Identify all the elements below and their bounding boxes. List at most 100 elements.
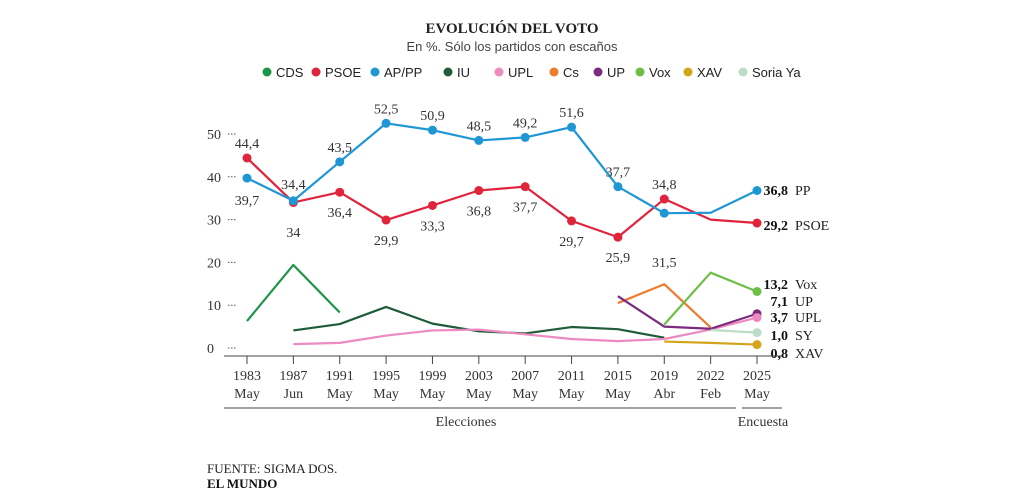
end-value-upl: 3,7 — [771, 311, 789, 326]
series-line-up — [617, 295, 758, 330]
point-psoe — [659, 194, 669, 204]
legend-marker-cds — [262, 67, 272, 77]
x-tick-year: 1995 — [372, 369, 400, 384]
legend-label-soria-ya: Soria Ya — [752, 65, 801, 80]
x-tick-year: 2019 — [650, 369, 678, 384]
x-tick-month: May — [420, 387, 446, 402]
point-ap-pp — [659, 208, 669, 218]
y-tick-label: 40 — [207, 171, 221, 186]
series-markers — [242, 118, 762, 350]
y-tick-label: 50 — [207, 128, 221, 143]
value-label-psoe: 36,8 — [467, 204, 492, 219]
legend-marker-vox — [635, 67, 645, 77]
point-ap-pp — [613, 182, 623, 192]
series-lines — [246, 122, 758, 346]
x-tick-year: 2022 — [697, 369, 725, 384]
x-tick-year: 2011 — [558, 369, 585, 384]
point-ap-pp — [520, 132, 530, 142]
series-line-vox — [663, 271, 758, 326]
series-line-cds — [246, 263, 341, 322]
x-tick-month: Abr — [653, 387, 675, 402]
series-line-psoe — [246, 157, 758, 239]
value-labels: 44,4 34 36,4 29,9 33,3 36,8 37,7 29,7 25,9 34,8 39… — [235, 102, 677, 271]
point-psoe — [613, 232, 623, 242]
point-ap-pp — [242, 173, 252, 183]
value-label-ap-pp: 51,6 — [559, 106, 584, 121]
point-psoe — [474, 185, 484, 195]
x-tick-year: 2025 — [743, 369, 771, 384]
legend-marker-iu — [443, 67, 453, 77]
legend-marker-xav — [683, 67, 693, 77]
end-name-pp: PP — [795, 184, 811, 199]
value-label-ap-pp: 49,2 — [513, 116, 538, 131]
series-line-upl — [293, 316, 758, 346]
x-tick-year: 1991 — [326, 369, 354, 384]
brand-logo: EL MUNDO — [207, 476, 277, 491]
x-tick-month: May — [466, 387, 492, 402]
legend-label-upl: UPL — [508, 65, 533, 80]
point-psoe — [427, 200, 437, 210]
x-tick-month: May — [744, 387, 770, 402]
point-psoe — [242, 153, 252, 163]
end-name-psoe: PSOE — [795, 219, 829, 234]
point-soria-ya — [752, 328, 762, 338]
x-tick-year: 1983 — [233, 369, 261, 384]
x-tick-month: May — [605, 387, 631, 402]
end-name-up: UP — [795, 295, 813, 310]
section-elections-label: Elecciones — [436, 415, 497, 430]
y-tick-label: 20 — [207, 256, 221, 271]
value-label-ap-pp: 39,7 — [235, 194, 260, 209]
value-label-psoe: 34 — [286, 226, 300, 241]
chart-title: EVOLUCIÓN DEL VOTO — [425, 20, 598, 37]
legend-label-cs: Cs — [563, 65, 579, 80]
value-label-ap-pp: 34,4 — [281, 178, 306, 193]
end-value-up: 7,1 — [771, 295, 789, 310]
legend-label-up: UP — [607, 65, 625, 80]
value-label-ap-pp: 37,7 — [606, 166, 631, 181]
value-label-ap-pp: 50,9 — [420, 109, 445, 124]
value-label-psoe: 44,4 — [235, 137, 260, 152]
end-name-sy: SY — [795, 329, 813, 344]
legend-label-vox: Vox — [649, 65, 671, 80]
point-psoe — [520, 182, 530, 192]
x-tick-month: Jun — [284, 387, 303, 402]
value-label-ap-pp: 31,5 — [652, 256, 677, 271]
series-line-cs — [617, 283, 712, 329]
point-ap-pp — [381, 118, 391, 128]
legend-label-xav: XAV — [697, 65, 722, 80]
end-name-xav: XAV — [795, 347, 824, 362]
x-tick-year: 2003 — [465, 369, 493, 384]
x-tick-month: May — [234, 387, 260, 402]
series-line-xav — [664, 340, 758, 346]
end-value-vox: 13,2 — [764, 278, 789, 293]
value-label-psoe: 36,4 — [327, 206, 352, 221]
y-tick-label: 30 — [207, 214, 221, 229]
axes: 0 10 20 30 40 50 — [207, 128, 236, 357]
source-note: FUENTE: SIGMA DOS. — [207, 461, 337, 476]
point-vox — [752, 287, 762, 297]
x-tick-year: 1999 — [418, 369, 446, 384]
point-ap-pp — [288, 196, 298, 206]
chart-subtitle: En %. Sólo los partidos con escaños — [406, 39, 618, 54]
series-line-ap-pp — [246, 122, 758, 215]
end-value-pp: 36,8 — [764, 184, 789, 199]
point-ap-pp — [474, 135, 484, 145]
legend-marker-upl — [494, 67, 504, 77]
legend-marker-up — [593, 67, 603, 77]
legend-label-iu: IU — [457, 65, 470, 80]
value-label-psoe: 34,8 — [652, 178, 677, 193]
legend: CDS PSOE AP/PP IU UPL Cs UP Vox XAV Soria Ya — [262, 65, 801, 80]
value-label-psoe: 25,9 — [606, 251, 631, 266]
end-value-xav: 0,8 — [771, 347, 789, 362]
value-label-ap-pp: 43,5 — [327, 141, 352, 156]
value-label-psoe: 37,7 — [513, 201, 538, 216]
value-label-ap-pp: 52,5 — [374, 102, 399, 117]
point-ap-pp — [335, 157, 345, 167]
end-value-sy: 1,0 — [771, 329, 789, 344]
section-poll-label: Encuesta — [738, 415, 789, 430]
point-psoe — [752, 218, 762, 228]
x-tick-month: May — [559, 387, 585, 402]
value-label-ap-pp: 48,5 — [467, 119, 492, 134]
legend-marker-ap-pp — [370, 67, 380, 77]
value-label-psoe: 29,7 — [559, 235, 584, 250]
